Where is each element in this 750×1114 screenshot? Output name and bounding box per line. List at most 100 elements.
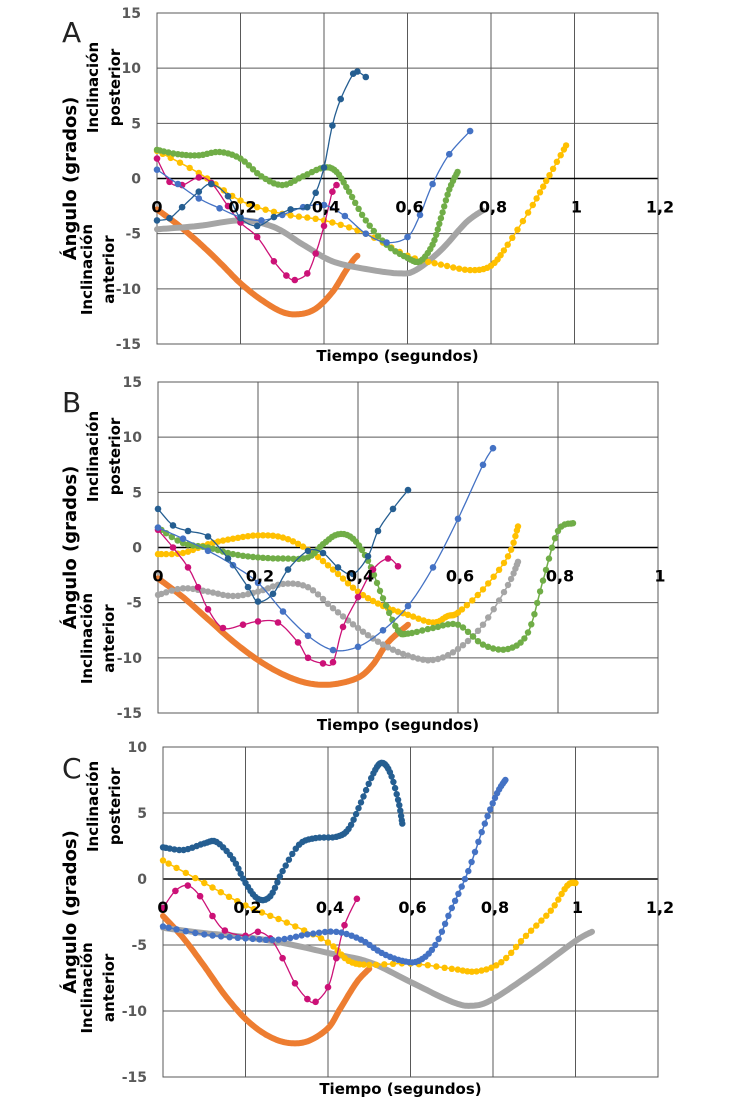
y-tick-label: 10: [122, 61, 142, 77]
data-point: [431, 236, 438, 244]
data-point: [224, 192, 232, 200]
data-point: [469, 597, 476, 604]
data-point: [479, 461, 487, 469]
data-point: [224, 592, 232, 599]
data-point: [234, 592, 242, 599]
data-point: [304, 203, 311, 211]
data-point: [531, 611, 538, 618]
data-point: [284, 580, 292, 587]
data-point: [232, 860, 240, 867]
data-point: [201, 931, 208, 938]
series-line: [160, 913, 373, 1047]
x-axis-title: Tiempo (segundos): [319, 1080, 481, 1098]
data-point: [409, 654, 417, 661]
data-point: [242, 902, 249, 909]
data-point: [234, 551, 242, 559]
data-point: [357, 799, 365, 806]
data-point: [514, 226, 521, 233]
data-point: [362, 217, 369, 224]
data-point: [475, 838, 482, 845]
data-point: [312, 215, 319, 222]
data-point: [383, 239, 390, 246]
data-point: [184, 585, 192, 592]
data-point: [186, 164, 193, 172]
data-point: [169, 544, 177, 551]
data-point: [242, 935, 249, 942]
data-point: [456, 265, 463, 272]
data-point: [195, 195, 203, 202]
data-point: [201, 879, 208, 887]
data-point: [221, 927, 229, 934]
data-point: [399, 610, 407, 617]
data-point: [433, 963, 440, 970]
data-point: [269, 583, 277, 590]
data-point: [404, 233, 411, 241]
data-point: [209, 589, 217, 596]
data-point: [269, 532, 277, 539]
data-point: [474, 591, 481, 599]
data-point: [264, 585, 272, 592]
data-point: [343, 183, 350, 191]
data-point: [269, 936, 276, 944]
data-point: [394, 796, 402, 803]
data-point: [444, 651, 452, 659]
data-point: [244, 583, 252, 591]
data-point: [391, 784, 399, 792]
data-point: [319, 557, 327, 565]
data-point: [379, 641, 387, 648]
data-point: [365, 780, 372, 787]
series-gray: [154, 558, 522, 664]
data-point: [235, 865, 242, 872]
data-point: [514, 558, 522, 565]
data-point: [354, 68, 361, 75]
data-point: [399, 820, 406, 827]
data-point: [279, 555, 287, 562]
x-tick-label: 0: [157, 898, 168, 917]
data-point: [507, 575, 515, 583]
data-point: [166, 214, 173, 222]
data-point: [163, 550, 170, 558]
x-tick-label: 0,2: [233, 898, 261, 917]
data-point: [254, 204, 261, 211]
x-tick-label: 0,8: [546, 567, 574, 586]
data-point: [173, 864, 180, 872]
y-tick-label: 15: [122, 6, 141, 22]
data-point: [284, 566, 292, 573]
data-point: [484, 643, 492, 650]
data-point: [543, 912, 550, 919]
data-point: [547, 907, 554, 914]
data-point: [362, 73, 370, 81]
data-point: [498, 959, 505, 966]
y-tick-label: 0: [131, 172, 141, 188]
data-point: [317, 935, 325, 942]
data-point: [500, 247, 508, 254]
data-point: [341, 921, 348, 929]
series-light-blue: [159, 776, 509, 966]
data-point: [424, 962, 431, 969]
data-point: [338, 929, 345, 936]
data-point: [454, 645, 462, 653]
posterior-tilt-label: posterior: [106, 767, 124, 845]
data-point: [182, 869, 189, 877]
data-point: [182, 928, 189, 935]
data-point: [555, 896, 562, 903]
data-point: [269, 590, 277, 598]
data-point: [208, 180, 215, 188]
data-point: [219, 624, 227, 632]
data-point: [334, 564, 342, 571]
data-point: [355, 205, 362, 212]
data-point: [319, 660, 327, 667]
data-point: [553, 158, 561, 165]
data-point: [319, 595, 327, 603]
data-point: [171, 846, 178, 853]
series-orange: [160, 913, 373, 1047]
data-point: [289, 538, 297, 545]
data-point: [172, 887, 179, 895]
data-point: [256, 936, 263, 943]
series-orange: [155, 575, 411, 688]
data-point: [168, 533, 175, 541]
data-point: [451, 897, 459, 904]
y-tick-label: 10: [128, 740, 148, 756]
x-tick-label: 0,6: [446, 567, 474, 586]
